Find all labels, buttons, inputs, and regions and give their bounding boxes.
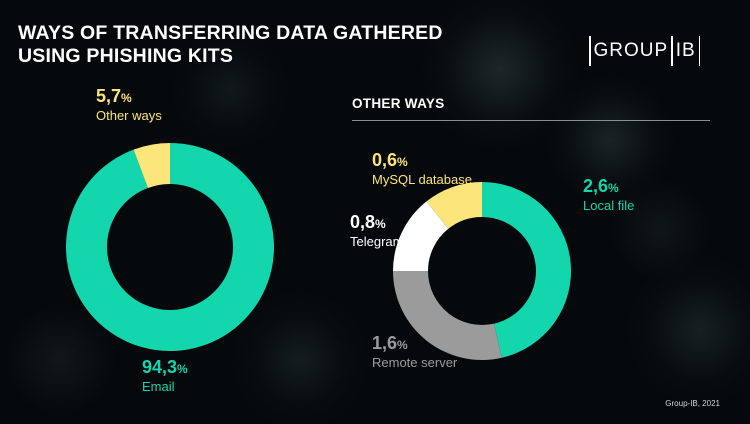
title-line-1: WAYS OF TRANSFERRING DATA GATHERED	[18, 22, 443, 44]
group-ib-logo: GROUP IB	[586, 36, 703, 66]
slice-local-file	[482, 182, 572, 358]
value-number: 0,8	[350, 212, 376, 232]
logo-bar-right	[698, 36, 701, 66]
label-local-file-text: Local file	[583, 198, 635, 213]
slice-mysql-database	[426, 182, 482, 229]
logo-bar-middle	[671, 36, 673, 66]
label-email-text: Email	[142, 379, 175, 394]
value-number: 0,6	[372, 150, 398, 170]
value-number: 5,7	[96, 86, 122, 106]
slice-email	[66, 143, 275, 351]
label-local-file-value: 2,6%	[583, 176, 634, 198]
value-number: 94,3	[142, 357, 178, 377]
logo-bar-left	[589, 36, 591, 66]
donut-main	[66, 143, 275, 351]
percent-sign: %	[397, 338, 408, 352]
label-email-value: 94,3%	[142, 357, 188, 379]
label-mysql-database: 0,6% MySQL database	[372, 150, 472, 188]
label-telegram: 0,8% Telegram	[350, 212, 403, 250]
percent-sign: %	[177, 362, 188, 376]
percent-sign: %	[375, 217, 386, 231]
source-footer: Group-IB, 2021	[665, 399, 720, 408]
percent-sign: %	[397, 155, 408, 169]
percent-sign: %	[608, 181, 619, 195]
label-telegram-text: Telegram	[350, 234, 404, 249]
label-other-ways: 5,7% Other ways	[96, 86, 162, 124]
label-remote-server-text: Remote server	[372, 355, 458, 370]
value-number: 2,6	[583, 176, 609, 196]
percent-sign: %	[121, 91, 132, 105]
slice-remote-server	[393, 271, 502, 360]
chart-title: WAYS OF TRANSFERRING DATA GATHERED USING…	[18, 22, 488, 68]
label-remote-server: 1,6% Remote server	[372, 333, 457, 371]
section-title-other-ways: OTHER WAYS	[352, 96, 445, 111]
label-mysql-text: MySQL database	[372, 172, 472, 187]
value-number: 1,6	[372, 333, 398, 353]
logo-text-group: GROUP	[593, 40, 669, 61]
slice-other-ways	[133, 143, 170, 188]
label-other-ways-text: Other ways	[96, 108, 162, 123]
donut-other-ways	[393, 182, 572, 360]
label-email: 94,3% Email	[142, 357, 188, 395]
section-divider	[352, 120, 710, 121]
logo-text-ib: IB	[675, 40, 696, 61]
label-other-ways-value: 5,7%	[96, 86, 162, 108]
label-remote-server-value: 1,6%	[372, 333, 457, 355]
title-line-2: USING PHISHING KITS	[18, 45, 234, 67]
slice-telegram	[393, 201, 449, 271]
label-telegram-value: 0,8%	[350, 212, 403, 234]
label-mysql-value: 0,6%	[372, 150, 472, 172]
label-local-file: 2,6% Local file	[583, 176, 634, 214]
